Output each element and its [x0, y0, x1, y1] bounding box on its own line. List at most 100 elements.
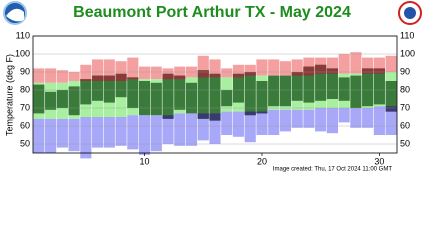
record-low-bar: [244, 111, 256, 143]
y-axis-label: Temperature (deg F): [4, 54, 14, 136]
observed-below-normal: [197, 113, 209, 119]
observed-bar: [362, 68, 374, 107]
record-low-bar: [303, 109, 315, 128]
y-tick-label: 50: [20, 138, 30, 148]
record-high-bar: [350, 52, 362, 74]
record-low-bar: [385, 106, 397, 135]
record-high-bar: [103, 59, 115, 81]
record-high-bar: [92, 59, 104, 81]
observed-bar: [303, 66, 315, 103]
observed-above-normal: [303, 66, 315, 76]
record-high-bar: [256, 59, 268, 76]
observed-bar: [256, 81, 268, 114]
observed-above-normal: [103, 75, 115, 81]
observed-above-normal: [127, 77, 139, 80]
y-tick-label: 70: [20, 102, 30, 112]
observed-bar: [103, 75, 115, 103]
record-low-bar: [279, 109, 292, 132]
observed-bar: [174, 75, 186, 110]
y-tick-label-right: 50: [400, 138, 410, 148]
record-low-bar: [373, 106, 385, 135]
record-high-bar: [127, 57, 139, 80]
observed-bar: [373, 68, 385, 105]
record-low-bar: [350, 108, 362, 128]
observed-bar: [315, 64, 327, 101]
observed-bar: [326, 68, 338, 99]
observed-bar: [350, 75, 362, 108]
record-high-bar: [338, 54, 350, 74]
record-high-bar: [232, 64, 245, 78]
footnote: Image created: Thu, 17 Oct 2024 11:00 GM…: [273, 167, 393, 173]
observed-above-normal: [291, 72, 303, 76]
y-tick-label: 90: [20, 66, 30, 76]
observed-below-normal: [256, 111, 268, 114]
plot-frame: [32, 35, 398, 154]
record-low-bar: [56, 118, 68, 148]
observed-bar: [385, 81, 397, 112]
record-high-bar: [56, 70, 68, 83]
record-low-bar: [197, 113, 209, 141]
observed-bar: [138, 81, 151, 116]
normal-bar: [115, 81, 127, 117]
y-tick-label-right: 100: [400, 48, 415, 58]
observed-below-normal: [385, 106, 397, 112]
observed-bar: [185, 82, 198, 114]
observed-above-normal: [174, 75, 186, 80]
observed-bar: [268, 75, 280, 107]
record-low-bar: [256, 111, 268, 135]
observed-bar: [244, 72, 256, 116]
record-high-bar: [326, 57, 338, 74]
observed-bar: [33, 84, 45, 114]
observed-bar: [162, 73, 174, 119]
observed-above-normal: [209, 73, 221, 78]
record-high-bar: [373, 57, 385, 74]
record-high-bar: [244, 64, 256, 76]
x-tick-label: 20: [257, 156, 267, 166]
observed-above-normal: [197, 70, 209, 78]
record-low-bar: [362, 108, 374, 128]
observed-above-normal: [326, 68, 338, 74]
x-tick-label: 10: [140, 156, 150, 166]
x-tick-label: 30: [374, 156, 384, 166]
noaa-logo-bird: [6, 8, 24, 22]
record-high-bar: [174, 66, 186, 80]
observed-bar: [45, 91, 57, 110]
record-high-bar: [68, 72, 80, 81]
y-tick-label-right: 110: [400, 30, 414, 40]
record-low-bar: [185, 113, 198, 146]
y-tick-label-right: 80: [400, 84, 410, 94]
observed-bar: [68, 86, 80, 116]
record-high-bar: [197, 55, 209, 78]
chart-title: Beaumont Port Arthur TX - May 2024: [73, 4, 351, 21]
record-low-bar: [115, 117, 127, 146]
observed-bar: [232, 73, 245, 103]
observed-above-normal: [373, 68, 385, 74]
y-tick-label-right: 70: [400, 102, 410, 112]
observed-bar: [338, 77, 350, 101]
record-low-bar: [221, 111, 233, 135]
y-tick-label-right: 90: [400, 66, 410, 76]
record-low-bar: [232, 111, 245, 137]
observed-above-normal: [244, 72, 256, 76]
y-tick-label: 60: [20, 120, 30, 130]
record-low-bar: [338, 108, 350, 123]
y-tick-label: 80: [20, 84, 30, 94]
observed-bar: [221, 90, 233, 107]
observed-bar: [56, 90, 68, 108]
record-low-bar: [326, 108, 338, 134]
record-high-bar: [291, 59, 303, 76]
observed-above-normal: [315, 64, 327, 74]
record-low-bar: [150, 115, 162, 152]
record-low-bar: [174, 113, 186, 146]
observed-bar: [150, 82, 162, 116]
observed-bar: [279, 75, 292, 107]
chart: Beaumont Port Arthur TX - May 2024 Tempe…: [3, 1, 422, 173]
y-tick-label-right: 60: [400, 120, 410, 130]
record-low-bar: [209, 113, 221, 144]
observed-bar: [92, 75, 104, 101]
y-tick-label: 100: [15, 48, 30, 58]
nws-logo-center: [404, 7, 416, 19]
observed-bar: [197, 70, 209, 119]
observed-above-normal: [115, 73, 127, 81]
record-high-bar: [279, 61, 292, 76]
